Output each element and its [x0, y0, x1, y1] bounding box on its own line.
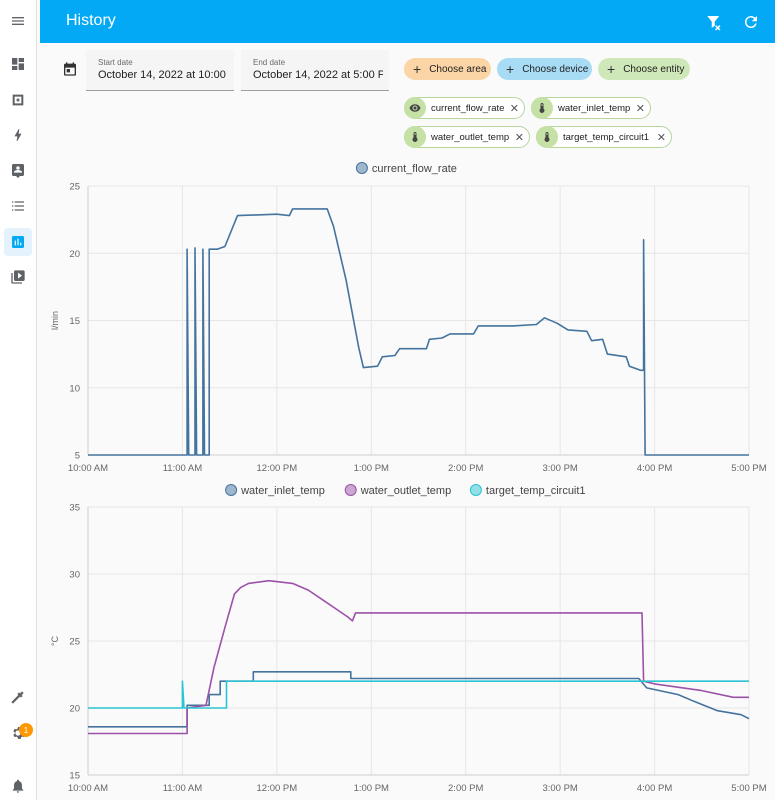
x-tick-label: 2:00 PM [448, 783, 483, 794]
menu-icon[interactable] [4, 7, 32, 35]
chart-legend: current_flow_rate [355, 162, 457, 175]
y-tick-label: 35 [69, 503, 80, 514]
y-tick-label: 30 [69, 570, 80, 581]
temperature-chart[interactable]: water_inlet_temp water_outlet_temp target_… [40, 478, 775, 800]
close-icon[interactable]: ✕ [635, 102, 645, 115]
energy-icon[interactable] [4, 121, 32, 149]
x-tick-label: 3:00 PM [542, 783, 577, 794]
start-date-value: October 14, 2022 at 10:00 [98, 69, 226, 81]
chart-legend: water_inlet_temp water_outlet_temp target_… [225, 484, 586, 497]
y-axis-label: °C [50, 635, 60, 646]
x-tick-label: 5:00 PM [731, 463, 766, 474]
media-icon[interactable] [4, 263, 32, 291]
history-icon[interactable] [4, 228, 32, 256]
chart-grid: 15 20 25 30 35 10:00 AM 11:00 AM 12:00 PM 1:00 P… [68, 503, 767, 795]
map-icon[interactable] [4, 86, 32, 114]
close-icon[interactable]: ✕ [514, 131, 524, 144]
eye-icon [404, 97, 426, 119]
y-tick-label: 20 [69, 249, 80, 260]
x-tick-label: 3:00 PM [542, 463, 577, 474]
legend-swatch[interactable] [225, 484, 238, 496]
dashboard-icon[interactable] [4, 50, 32, 78]
end-date-field[interactable]: End date October 14, 2022 at 5:00 P [241, 50, 389, 91]
chart-grid: 5 10 15 20 25 10:00 AM 11:00 AM 12:00 PM 1:00 PM… [68, 182, 767, 475]
entity-chip-current-flow-rate[interactable]: current_flow_rate ✕ [404, 97, 525, 119]
clear-filter-icon[interactable] [705, 13, 723, 31]
x-tick-label: 2:00 PM [448, 463, 483, 474]
choose-entity-button[interactable]: + Choose entity [598, 58, 690, 80]
legend-label[interactable]: water_outlet_temp [360, 485, 452, 497]
series-line-current-flow-rate[interactable] [88, 208, 749, 456]
close-icon[interactable]: ✕ [509, 102, 519, 115]
choose-area-button[interactable]: + Choose area [404, 58, 491, 80]
end-date-label: End date [253, 58, 286, 67]
x-tick-label: 1:00 PM [354, 783, 389, 794]
list-icon[interactable] [4, 192, 32, 220]
series-line-water-outlet-temp[interactable] [88, 579, 749, 735]
refresh-icon[interactable] [742, 13, 760, 31]
x-tick-label: 4:00 PM [637, 463, 672, 474]
developer-tools-icon[interactable] [4, 683, 32, 711]
plus-icon: + [413, 61, 422, 77]
x-tick-label: 5:00 PM [731, 783, 766, 794]
legend-swatch[interactable] [469, 484, 482, 496]
series-line-target-temp-circuit1[interactable] [88, 680, 749, 709]
y-tick-label: 15 [69, 316, 80, 327]
entity-chip-water-inlet-temp[interactable]: water_inlet_temp ✕ [531, 97, 651, 119]
y-tick-label: 25 [69, 182, 80, 193]
choose-device-button[interactable]: + Choose device [497, 58, 592, 80]
start-date-field[interactable]: Start date October 14, 2022 at 10:00 [86, 50, 234, 91]
y-tick-label: 15 [69, 771, 80, 782]
x-tick-label: 10:00 AM [68, 463, 108, 474]
x-tick-label: 4:00 PM [637, 783, 672, 794]
legend-swatch[interactable] [355, 162, 368, 174]
y-tick-label: 10 [69, 383, 80, 394]
y-tick-label: 25 [69, 637, 80, 648]
y-axis-label: l/min [50, 311, 60, 330]
legend-label[interactable]: water_inlet_temp [240, 485, 325, 497]
entity-chip-target-temp-circuit1[interactable]: target_temp_circuit1 ✕ [536, 126, 672, 148]
plus-icon: + [607, 61, 616, 77]
x-tick-label: 11:00 AM [163, 463, 203, 474]
x-tick-label: 1:00 PM [354, 463, 389, 474]
page-title: History [66, 12, 116, 29]
thermometer-icon [536, 126, 558, 148]
y-tick-label: 20 [69, 704, 80, 715]
x-tick-label: 10:00 AM [68, 783, 108, 794]
notifications-icon[interactable] [4, 772, 32, 800]
sidebar: 1 [0, 0, 37, 800]
y-tick-label: 5 [75, 451, 80, 462]
end-date-value: October 14, 2022 at 5:00 P [253, 69, 383, 81]
legend-label[interactable]: current_flow_rate [372, 163, 457, 175]
x-tick-label: 11:00 AM [163, 783, 203, 794]
thermometer-icon [404, 126, 426, 148]
logbook-icon[interactable] [4, 156, 32, 184]
settings-badge: 1 [19, 723, 33, 737]
top-app-bar: History [40, 0, 775, 43]
calendar-icon[interactable] [62, 61, 78, 77]
legend-swatch[interactable] [344, 484, 357, 496]
start-date-label: Start date [98, 58, 133, 67]
x-tick-label: 12:00 PM [257, 463, 298, 474]
legend-label[interactable]: target_temp_circuit1 [486, 485, 586, 497]
x-tick-label: 12:00 PM [257, 783, 298, 794]
flow-rate-chart[interactable]: current_flow_rate 5 10 15 20 25 10:00 AM 11:00 … [40, 155, 775, 480]
close-icon[interactable]: ✕ [656, 131, 666, 144]
entity-chip-water-outlet-temp[interactable]: water_outlet_temp ✕ [404, 126, 530, 148]
plus-icon: + [506, 61, 515, 77]
thermometer-icon [531, 97, 553, 119]
